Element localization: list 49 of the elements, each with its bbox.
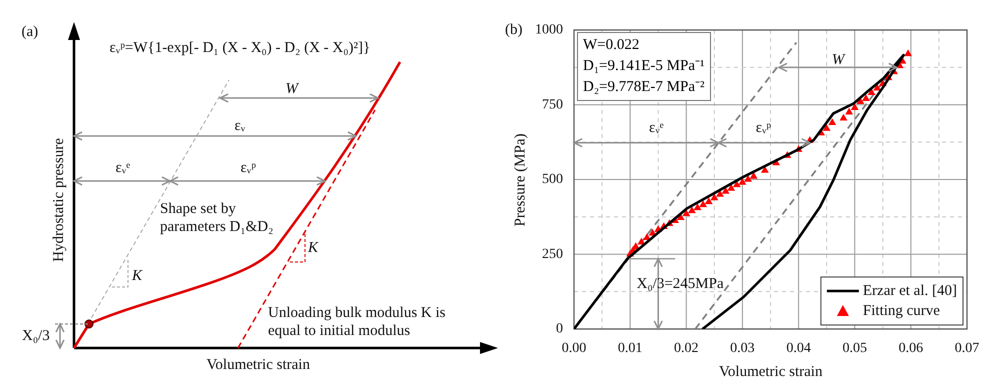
x-tick-label: 0.07 (954, 341, 980, 356)
y-tick-label: 750 (542, 97, 563, 112)
point (710, 194, 718, 200)
text: (a) (22, 23, 38, 41)
x-axis-title: Volumetric strain (719, 363, 822, 381)
y-tick-label: 0 (556, 322, 563, 337)
parameter-box: W=0.022 D₁=9.141E-5 MPa⁻¹ D₂=9.778E-7 MPa⁻² (577, 32, 711, 101)
point (750, 172, 758, 179)
point (682, 209, 690, 216)
point (688, 206, 696, 214)
annotation: D₁=9.141E-5 MPa⁻¹ (583, 57, 705, 76)
x-tick-label: 0.05 (842, 341, 867, 356)
point (738, 178, 746, 185)
annotation: εᵥᵖ (756, 119, 772, 138)
point (694, 203, 702, 210)
legend-label: Erzar et al. [40] (862, 282, 957, 299)
x-tick-label: 0.02 (674, 341, 699, 356)
point (822, 124, 831, 131)
point (904, 49, 912, 56)
text: Hydrostatic pressure (50, 138, 68, 262)
point (828, 118, 836, 125)
legend-label: Fitting curve (862, 302, 940, 319)
y-tick-label: 250 (542, 246, 563, 262)
point (840, 114, 848, 120)
x-tick-label: 0.06 (898, 341, 924, 356)
point (699, 200, 708, 208)
x-tick-label: 0.03 (730, 341, 755, 356)
y-axis-title: Pressure (MPa) (510, 133, 529, 226)
point (850, 103, 859, 110)
x-tick-label: 0.01 (618, 341, 642, 356)
annotation: X₀/3=245MPa (636, 275, 724, 294)
text: X₀/3 (22, 327, 50, 345)
chart-title: (b) (505, 21, 522, 39)
x-tick-label: 0.04 (786, 341, 811, 356)
text: Volumetric strain (206, 356, 310, 374)
point (727, 184, 736, 191)
annotation: D₂=9.778E-7 MPa⁻² (583, 78, 705, 97)
annotation: εᵥᵉ (649, 119, 664, 138)
annotation: W (832, 50, 844, 69)
y-tick-label: 500 (542, 172, 563, 188)
point (845, 108, 853, 114)
point (744, 175, 752, 182)
y-tick-label: 1000 (535, 22, 563, 38)
point (868, 88, 876, 96)
point (704, 197, 713, 204)
annotation: W=0.022 (583, 36, 640, 55)
point (760, 166, 769, 173)
x-tick-label: 0.00 (562, 341, 586, 356)
point (862, 94, 870, 102)
